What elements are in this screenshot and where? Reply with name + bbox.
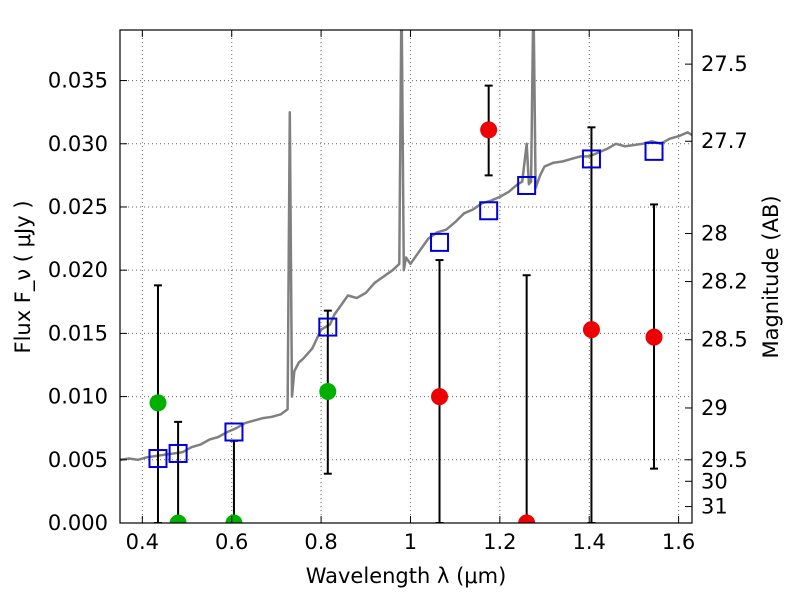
red-data-point — [645, 328, 663, 346]
y-tick-label: 0.010 — [48, 385, 108, 409]
x-tick-label: 1.6 — [662, 530, 695, 554]
model-photometry-square — [644, 141, 664, 161]
model-photometry-square — [430, 232, 450, 252]
y-axis-label: Flux F_ν ( μJy ) — [11, 200, 36, 353]
marker-layer — [148, 121, 664, 523]
red-data-point — [480, 121, 498, 139]
red-data-point — [431, 388, 449, 406]
model-photometry-square — [224, 422, 244, 442]
model-photometry-square — [318, 317, 338, 337]
model-photometry-square — [581, 149, 601, 169]
y-right-tick-label: 29.5 — [701, 448, 748, 472]
y-right-tick-label: 27.5 — [701, 52, 748, 76]
x-tick-label: 0.8 — [304, 530, 337, 554]
y-tick-label: 0.015 — [48, 321, 108, 345]
model-photometry-square — [148, 449, 168, 469]
green-data-point — [169, 514, 187, 523]
green-data-point — [319, 383, 337, 401]
model-photometry-square — [168, 443, 188, 463]
green-data-point — [225, 514, 243, 523]
x-tick-label: 1 — [404, 530, 417, 554]
x-tick-label: 1.2 — [483, 530, 516, 554]
red-data-point — [518, 514, 536, 523]
y-tick-label: 0.020 — [48, 258, 108, 282]
y-right-tick-label: 28.5 — [701, 328, 748, 352]
y-tick-label: 0.035 — [48, 69, 108, 93]
model-photometry-square — [517, 175, 537, 195]
y-right-tick-label: 31 — [701, 495, 728, 519]
y-right-tick-label: 29 — [701, 396, 728, 420]
y-tick-label: 0.025 — [48, 195, 108, 219]
y-axis-right-label: Magnitude (AB) — [759, 195, 783, 358]
red-data-point — [582, 321, 600, 339]
green-data-point — [149, 394, 167, 412]
plot-frame — [119, 29, 693, 524]
y-tick-label: 0.000 — [48, 511, 108, 535]
model-spectrum-line — [120, 30, 692, 462]
x-tick-label: 0.6 — [215, 530, 248, 554]
model-layer — [120, 30, 692, 462]
x-tick-label: 1.4 — [573, 530, 606, 554]
tick-layer: 0.4 0.6 0.8 1 1.2 1.4 1.6 0.000 0.005 0.010 0.015 0… — [48, 30, 748, 554]
y-right-tick-label: 28 — [701, 222, 728, 246]
y-right-tick-label: 30 — [701, 469, 728, 493]
x-tick-label: 0.4 — [126, 530, 159, 554]
y-right-tick-label: 28.2 — [701, 270, 748, 294]
grid — [120, 30, 692, 524]
x-axis-label: Wavelength λ (μm) — [306, 564, 507, 588]
y-right-tick-label: 27.7 — [701, 129, 748, 153]
y-tick-label: 0.030 — [48, 132, 108, 156]
y-tick-label: 0.005 — [48, 448, 108, 472]
model-photometry-square — [479, 201, 499, 221]
